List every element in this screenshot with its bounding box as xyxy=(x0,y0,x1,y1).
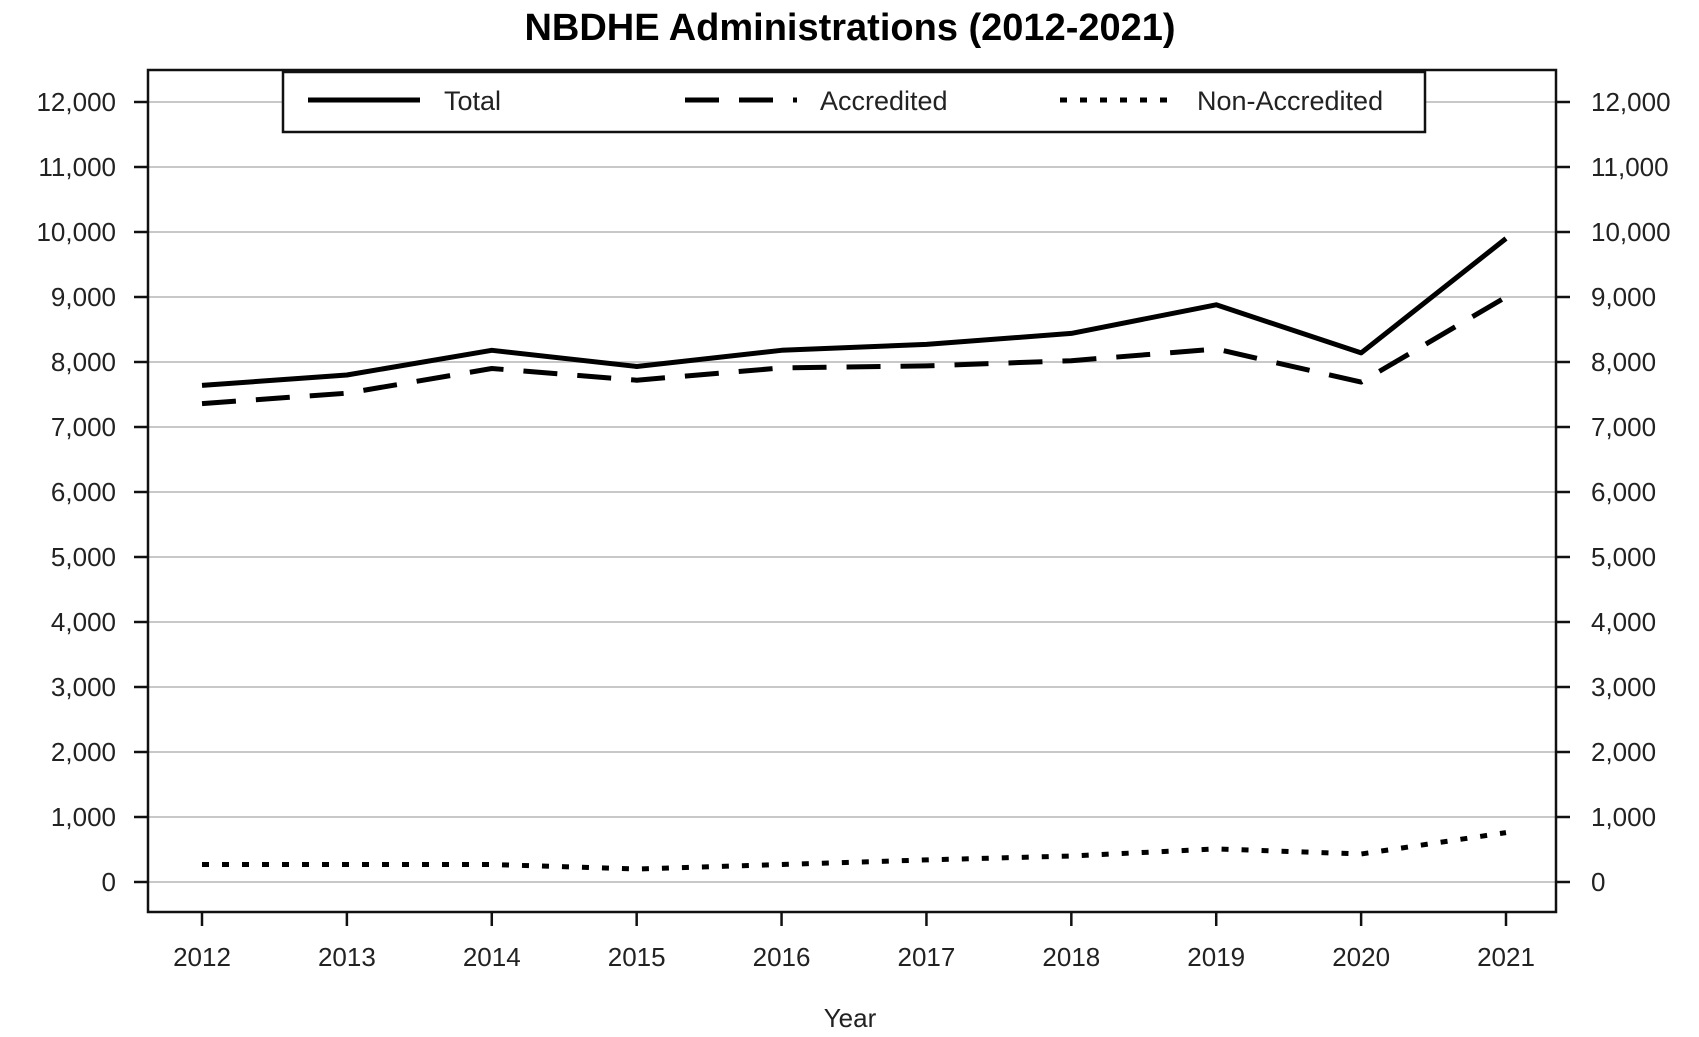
legend-label-non-accredited: Non-Accredited xyxy=(1197,86,1383,116)
y-tick-label-right: 2,000 xyxy=(1591,737,1656,767)
x-tick-label: 2018 xyxy=(1042,942,1100,972)
y-tick-label-left: 7,000 xyxy=(51,412,116,442)
y-tick-label-left: 1,000 xyxy=(51,802,116,832)
chart-title: NBDHE Administrations (2012-2021) xyxy=(524,7,1175,49)
series-lines xyxy=(201,236,1508,872)
y-tick-label-right: 5,000 xyxy=(1591,542,1656,572)
y-tick-label-left: 3,000 xyxy=(51,672,116,702)
y-tick-label-left: 10,000 xyxy=(36,217,116,247)
x-tick-label: 2013 xyxy=(318,942,376,972)
legend-box xyxy=(281,70,1427,134)
y-tick-label-right: 11,000 xyxy=(1591,152,1669,182)
x-tick-label: 2017 xyxy=(898,942,956,972)
gridlines xyxy=(148,101,1556,883)
y-tick-label-left: 4,000 xyxy=(51,607,116,637)
series-line-accredited xyxy=(201,294,1508,407)
y-tick-label-left: 9,000 xyxy=(51,282,116,312)
y-tick-label-right: 6,000 xyxy=(1591,477,1656,507)
y-tick-label-left: 2,000 xyxy=(51,737,116,767)
series-line-total xyxy=(201,236,1508,388)
y-tick-label-right: 8,000 xyxy=(1591,347,1656,377)
legend-label-accredited: Accredited xyxy=(820,86,948,116)
x-tick-label: 2020 xyxy=(1332,942,1390,972)
x-tick-label: 2016 xyxy=(753,942,811,972)
y-tick-labels: 0 0 1,000 1,000 2,000 2,000 3,000 3,000 4,000 4,0… xyxy=(36,87,1670,897)
y-tick-label-right: 9,000 xyxy=(1591,282,1656,312)
y-tick-label-right: 3,000 xyxy=(1591,672,1656,702)
x-tick-label: 2019 xyxy=(1187,942,1245,972)
y-tick-label-right: 4,000 xyxy=(1591,607,1656,637)
series-line-non-accredited xyxy=(202,830,1507,872)
x-tick-label: 2014 xyxy=(463,942,521,972)
y-tick-label-right: 1,000 xyxy=(1591,802,1656,832)
y-tick-label-left: 11,000 xyxy=(38,152,116,182)
y-tick-label-left: 5,000 xyxy=(51,542,116,572)
x-tick-label: 2015 xyxy=(608,942,666,972)
y-tick-label-right: 7,000 xyxy=(1591,412,1656,442)
y-tick-label-right: 12,000 xyxy=(1591,87,1671,117)
y-tick-label-left: 0 xyxy=(102,867,116,897)
legend: Total Accredited Non-Accredited xyxy=(281,70,1427,134)
x-tick-labels: 2012 2013 2014 2015 2016 2017 2018 2019 2020 2021 xyxy=(173,942,1535,972)
legend-label-total: Total xyxy=(444,86,501,116)
y-tick-label-left: 12,000 xyxy=(36,87,116,117)
y-tick-label-left: 6,000 xyxy=(51,477,116,507)
x-axis-label: Year xyxy=(824,1003,877,1033)
y-tick-label-left: 8,000 xyxy=(51,347,116,377)
axis-ticks xyxy=(134,100,1570,926)
y-tick-label-right: 0 xyxy=(1591,867,1605,897)
x-tick-label: 2021 xyxy=(1477,942,1535,972)
y-tick-label-right: 10,000 xyxy=(1591,217,1671,247)
x-tick-label: 2012 xyxy=(173,942,231,972)
